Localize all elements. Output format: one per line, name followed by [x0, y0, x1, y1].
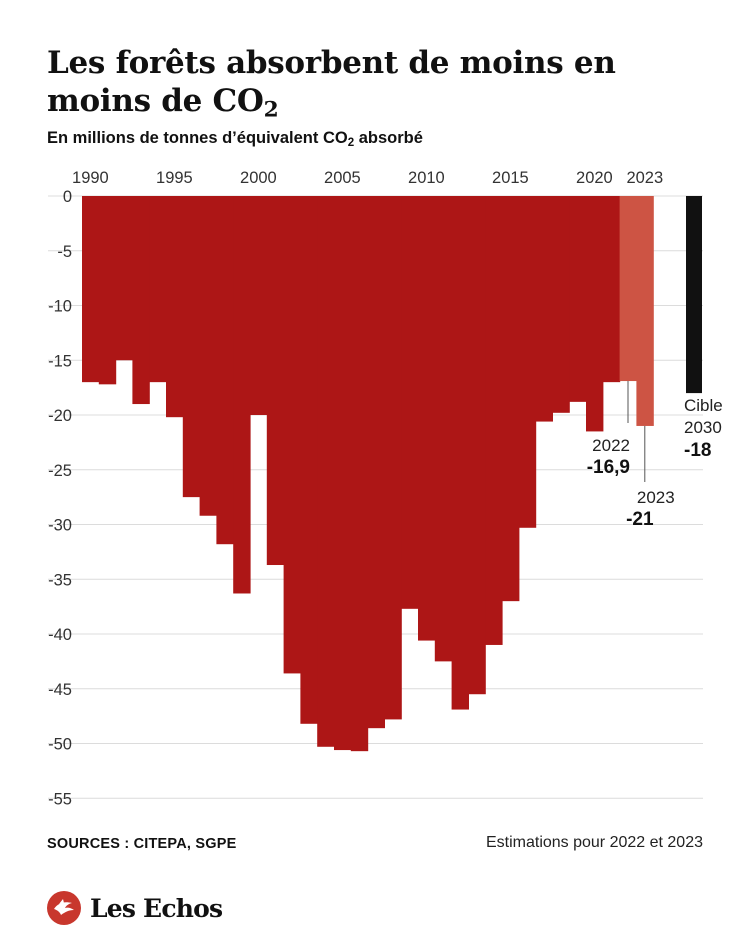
x-tick-label: 2023 — [626, 169, 663, 187]
bar-2018 — [552, 196, 570, 413]
bar-1999 — [233, 196, 251, 594]
bar-1998 — [216, 196, 234, 545]
bar-2016 — [518, 196, 537, 528]
chart-subtitle-text: En millions de tonnes d’équivalent CO — [47, 129, 348, 147]
bar-2014 — [485, 196, 503, 645]
bar-2004 — [317, 196, 335, 747]
y-tick-label: -35 — [48, 571, 72, 589]
bar-2005 — [334, 196, 352, 751]
x-tick-label: 1995 — [156, 169, 193, 187]
bar-estimate-2022 — [619, 196, 637, 382]
bar-2011 — [434, 196, 453, 662]
bar-2021 — [602, 196, 621, 383]
bar-2002 — [283, 196, 301, 674]
chart-title-subscript: 2 — [263, 97, 279, 123]
bar-estimate-2023 — [636, 196, 654, 426]
annotation-2023-value: -21 — [626, 509, 654, 530]
annotation-2022-year: 2022 — [592, 436, 630, 455]
y-tick-label: 0 — [63, 188, 72, 206]
y-tick-label: -20 — [48, 407, 72, 425]
source-note: SOURCES : CITEPA, SGPE — [47, 836, 237, 852]
annotation-2023-year: 2023 — [637, 488, 675, 507]
bar-2000 — [250, 196, 268, 415]
bar-1993 — [132, 196, 150, 405]
bar-1992 — [115, 196, 133, 361]
bar-2015 — [502, 196, 520, 602]
bar-2001 — [266, 196, 285, 566]
publisher-logo[interactable]: Les Echos — [47, 890, 223, 926]
bar-2012 — [451, 196, 469, 710]
estimate-note: Estimations pour 2022 et 2023 — [485, 834, 703, 851]
chart-subtitle: En millions de tonnes d’équivalent CO2 a… — [47, 129, 423, 149]
bar-2006 — [350, 196, 369, 752]
bar-2013 — [468, 196, 486, 695]
y-tick-label: -50 — [48, 736, 72, 754]
bar-2003 — [300, 196, 318, 724]
bar-2020 — [586, 196, 604, 432]
les-echos-logo-icon — [47, 891, 81, 925]
chart-subtitle-subscript: 2 — [347, 136, 355, 149]
y-tick-label: -55 — [48, 790, 72, 808]
annotation-target-value: -18 — [684, 440, 711, 461]
bar-1996 — [182, 196, 201, 498]
bar-2009 — [401, 196, 419, 609]
y-tick-label: -5 — [57, 243, 72, 261]
chart-title-text: Les forêts absorbent de moins en moins d… — [47, 45, 616, 119]
annotation-target-label: Cible — [684, 396, 723, 415]
y-tick-label: -25 — [48, 462, 72, 480]
y-tick-label: -15 — [48, 352, 72, 370]
y-tick-label: -10 — [48, 298, 72, 316]
bar-2019 — [569, 196, 587, 402]
x-tick-label: 2010 — [408, 169, 445, 187]
annotation-2022-value: -16,9 — [587, 457, 630, 478]
y-tick-label: -40 — [48, 626, 72, 644]
chart-title: Les forêts absorbent de moins en moins d… — [47, 44, 727, 129]
bar-2007 — [367, 196, 385, 729]
bar-2017 — [535, 196, 553, 422]
bar-2010 — [418, 196, 436, 641]
bar-1997 — [199, 196, 217, 516]
x-tick-label: 1990 — [72, 169, 109, 187]
bar-1995 — [166, 196, 184, 418]
y-tick-label: -45 — [48, 681, 72, 699]
logo-text: Les Echos — [90, 893, 223, 923]
x-tick-label: 2015 — [492, 169, 529, 187]
x-tick-label: 2020 — [576, 169, 613, 187]
y-tick-label: -30 — [48, 517, 72, 535]
bar-1990 — [82, 196, 100, 383]
x-tick-label: 2005 — [324, 169, 361, 187]
annotation-target-year: 2030 — [684, 418, 722, 437]
bar-target-2030 — [686, 196, 702, 394]
bar-chart: 0 -5 -10 -15 -20 -25 -30 -35 -40 -45 -50 -55 1990 199… — [48, 169, 723, 808]
chart-subtitle-tail: absorbé — [354, 129, 423, 147]
bar-1991 — [98, 196, 117, 385]
bar-1994 — [149, 196, 167, 383]
x-tick-label: 2000 — [240, 169, 277, 187]
bar-2008 — [384, 196, 402, 720]
